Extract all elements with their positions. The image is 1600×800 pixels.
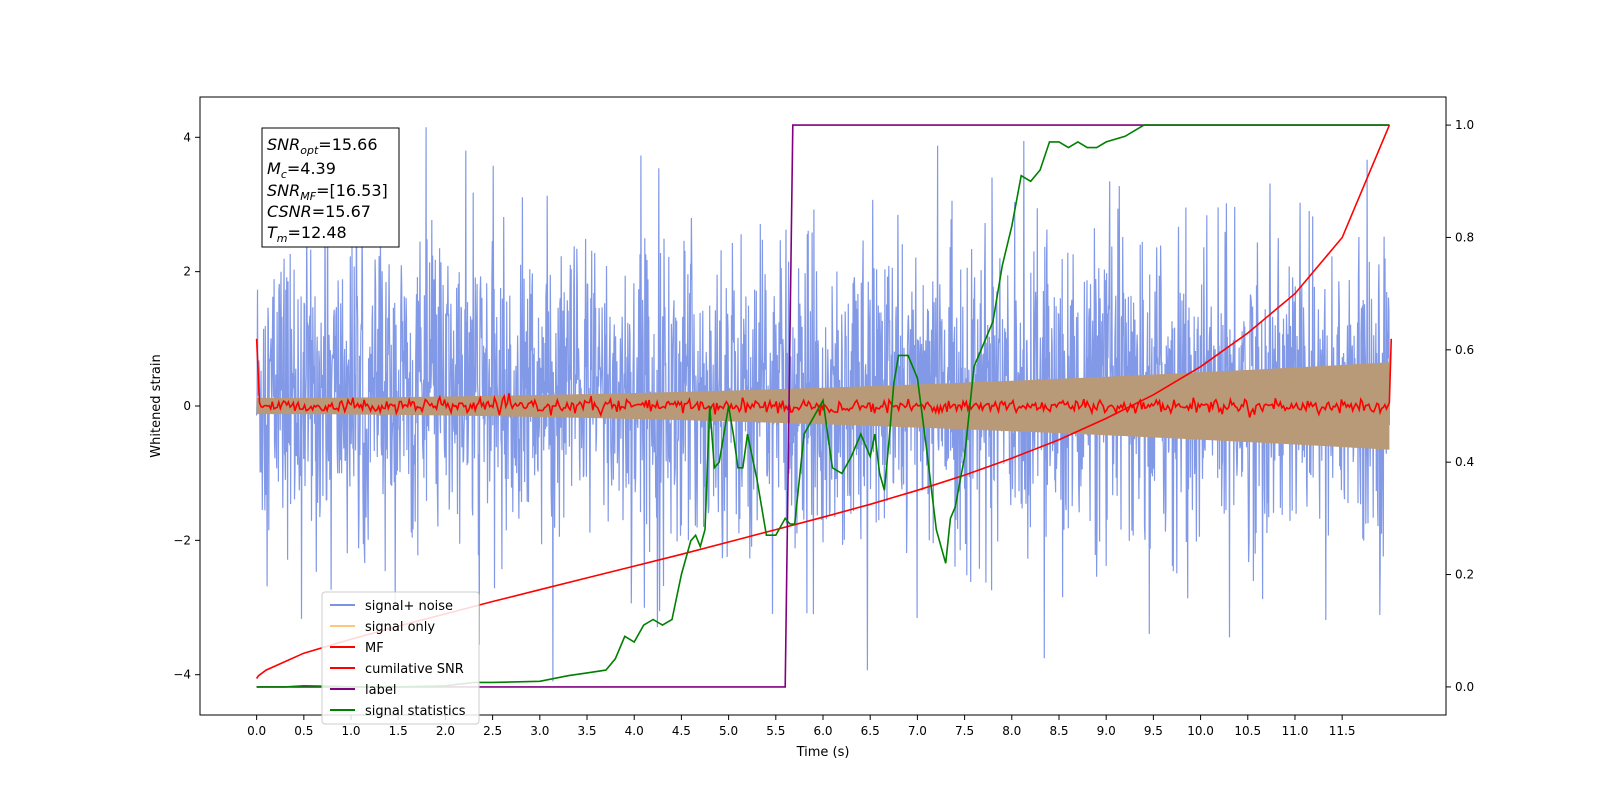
x-tick-label: 7.5 bbox=[955, 724, 974, 738]
annotation-snr-mf: SNRMF=[16.53] bbox=[267, 181, 388, 203]
x-tick-label: 8.0 bbox=[1002, 724, 1021, 738]
x-tick-label: 6.5 bbox=[861, 724, 880, 738]
x-tick-label: 8.5 bbox=[1049, 724, 1068, 738]
y-tick-label: −2 bbox=[173, 533, 191, 547]
x-tick-label: 5.0 bbox=[719, 724, 738, 738]
y-axis-ticks: 4 2 0 −2 −4 bbox=[173, 130, 200, 682]
y-right-tick-label: 1.0 bbox=[1455, 118, 1474, 132]
legend-label-5: signal statistics bbox=[365, 704, 466, 719]
y-right-tick-label: 0.0 bbox=[1455, 680, 1474, 694]
y-axis-right-ticks: 1.0 0.8 0.6 0.4 0.2 0.0 bbox=[1446, 118, 1474, 694]
y-tick-label: −4 bbox=[173, 668, 191, 682]
x-tick-label: 2.0 bbox=[436, 724, 455, 738]
y-right-tick-label: 0.6 bbox=[1455, 343, 1474, 357]
x-tick-label: 0.5 bbox=[294, 724, 313, 738]
annotation-snr-opt: SNRopt=15.66 bbox=[267, 135, 378, 157]
x-tick-label: 3.5 bbox=[577, 724, 596, 738]
x-tick-label: 1.5 bbox=[389, 724, 408, 738]
x-tick-label: 4.5 bbox=[672, 724, 691, 738]
legend: signal+ noise signal only MF cumilative SNR… bbox=[321, 591, 480, 725]
legend-label-0: signal+ noise bbox=[365, 599, 453, 614]
x-tick-label: 4.0 bbox=[625, 724, 644, 738]
annotation-tm: Tm=12.48 bbox=[267, 223, 347, 245]
x-tick-label: 1.0 bbox=[341, 724, 360, 738]
annotation-csnr: CSNR=15.67 bbox=[267, 202, 371, 221]
legend-label-3: cumilative SNR bbox=[365, 662, 464, 677]
x-tick-label: 9.5 bbox=[1144, 724, 1163, 738]
x-tick-label: 11.5 bbox=[1329, 724, 1356, 738]
legend-label-2: MF bbox=[365, 641, 384, 656]
series-signal-statistics bbox=[256, 124, 1390, 688]
series-label bbox=[256, 124, 1390, 688]
y-right-tick-label: 0.4 bbox=[1455, 455, 1474, 469]
legend-label-1: signal only bbox=[365, 620, 435, 635]
x-axis-ticks: 0.0 0.5 1.0 1.5 2.0 2.5 3.0 3.5 4.0 4.5 5.0 5.5 6.0 6… bbox=[247, 715, 1356, 738]
y-tick-label: 4 bbox=[183, 130, 191, 144]
x-tick-label: 10.5 bbox=[1234, 724, 1261, 738]
x-tick-label: 6.0 bbox=[813, 724, 832, 738]
annotation-mc: Mc=4.39 bbox=[267, 159, 336, 181]
x-tick-label: 3.0 bbox=[530, 724, 549, 738]
y-axis-label: Whitened strain bbox=[149, 354, 164, 457]
x-tick-label: 11.0 bbox=[1282, 724, 1309, 738]
x-tick-label: 0.0 bbox=[247, 724, 266, 738]
x-tick-label: 2.5 bbox=[483, 724, 502, 738]
y-right-tick-label: 0.2 bbox=[1455, 568, 1474, 582]
x-axis-label: Time (s) bbox=[796, 745, 850, 760]
stats-annotation-box: SNRopt=15.66 Mc=4.39 SNRMF=[16.53] CSNR=… bbox=[261, 127, 400, 248]
x-tick-label: 10.0 bbox=[1187, 724, 1214, 738]
y-tick-label: 0 bbox=[183, 399, 191, 413]
y-tick-label: 2 bbox=[183, 265, 191, 279]
x-tick-label: 7.0 bbox=[908, 724, 927, 738]
x-tick-label: 5.5 bbox=[766, 724, 785, 738]
legend-label-4: label bbox=[365, 683, 396, 698]
y-right-tick-label: 0.8 bbox=[1455, 230, 1474, 244]
x-tick-label: 9.0 bbox=[1097, 724, 1116, 738]
